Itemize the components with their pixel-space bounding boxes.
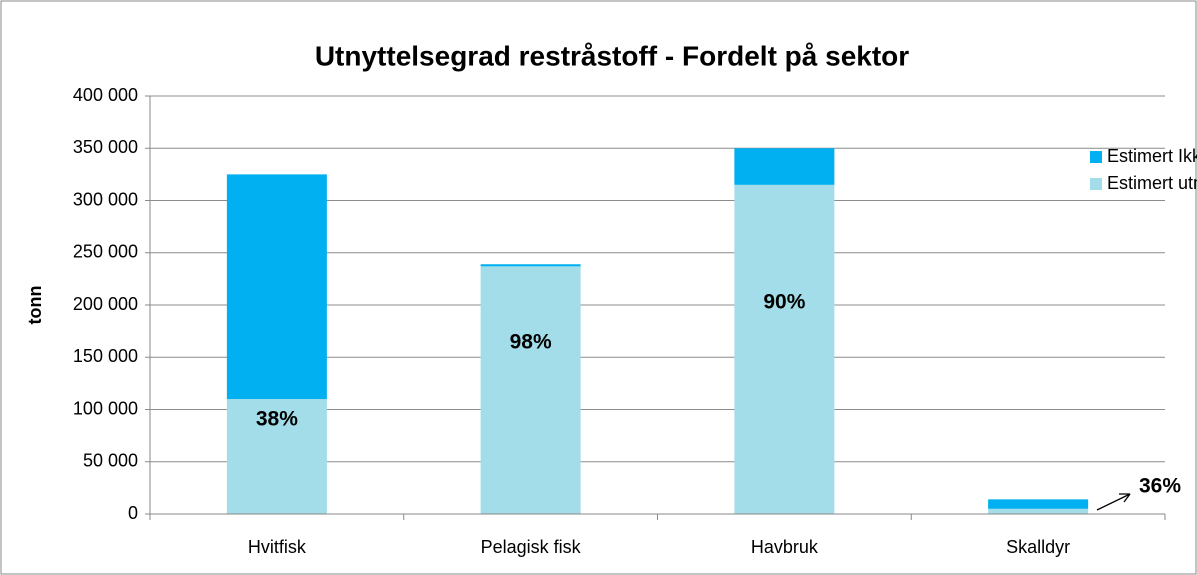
annotation-arrow	[1096, 493, 1131, 511]
annotation: 90%	[763, 291, 805, 314]
bar-segment	[480, 264, 581, 267]
y-tick-label: 50 000	[83, 451, 138, 471]
legend-swatch	[1090, 178, 1102, 190]
x-tick-label: Skalldyr	[1006, 537, 1070, 557]
bar-segment	[734, 184, 835, 514]
y-tick-label: 250 000	[73, 242, 138, 262]
legend-label: Estimert utnyttet	[1107, 173, 1197, 193]
y-tick-label: 150 000	[73, 346, 138, 366]
x-tick-label: Havbruk	[751, 537, 819, 557]
y-tick-label: 300 000	[73, 189, 138, 209]
bar-segment	[988, 508, 1089, 514]
bar-segment	[988, 499, 1089, 509]
y-tick-label: 0	[128, 503, 138, 523]
annotation: 36%	[1139, 475, 1181, 498]
annotation: 98%	[510, 331, 552, 354]
annotation-arrowhead	[1119, 493, 1131, 503]
bar-segment	[226, 399, 327, 514]
y-tick-label: 400 000	[73, 85, 138, 105]
legend-swatch	[1090, 151, 1102, 163]
chart-title: Utnyttelsegrad restråstoff - Fordelt på …	[315, 40, 909, 71]
x-tick-label: Pelagisk fisk	[481, 537, 582, 557]
y-tick-label: 200 000	[73, 294, 138, 314]
bar-segment	[734, 148, 835, 185]
legend-label: Estimert Ikke utnyttet	[1107, 146, 1197, 166]
annotation: 38%	[256, 408, 298, 431]
x-tick-label: Hvitfisk	[248, 537, 307, 557]
bar-segment	[480, 266, 581, 514]
y-tick-label: 100 000	[73, 398, 138, 418]
bar-segment	[226, 174, 327, 400]
y-tick-label: 350 000	[73, 137, 138, 157]
y-axis-label: tonn	[25, 286, 45, 325]
